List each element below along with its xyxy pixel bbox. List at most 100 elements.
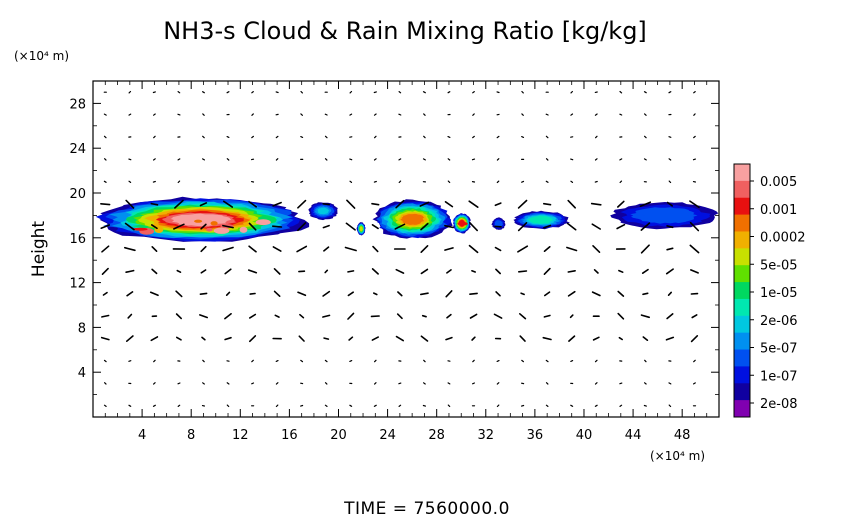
wind-vector: [619, 113, 623, 116]
wind-vector: [126, 291, 134, 297]
wind-vector: [640, 244, 650, 254]
colorbar-swatch: [734, 298, 750, 317]
wind-vector: [445, 290, 453, 298]
wind-vector: [592, 245, 601, 253]
wind-vector: [248, 269, 258, 274]
x-tick-label: 12: [232, 428, 249, 443]
colorbar-swatch: [734, 282, 750, 300]
wind-vector: [496, 180, 500, 184]
wind-vector: [149, 291, 159, 297]
wind-vector: [323, 246, 330, 252]
wind-vector: [567, 199, 577, 209]
colorbar-swatch: [734, 197, 750, 215]
wind-vector: [176, 336, 182, 341]
wind-vector: [395, 199, 405, 209]
wind-vector: [371, 268, 379, 275]
wind-vector: [543, 267, 551, 276]
wind-vector: [349, 90, 353, 94]
wind-vector: [202, 158, 205, 161]
wind-vector: [643, 404, 647, 407]
wind-vector: [619, 404, 623, 407]
x-tick-label: 20: [330, 428, 347, 443]
x-tick-label: 24: [379, 428, 396, 443]
wind-vector: [520, 292, 525, 296]
wind-vector: [692, 382, 696, 385]
wind-vector: [126, 335, 134, 343]
wind-vector: [568, 335, 576, 342]
wind-vector: [127, 313, 133, 319]
colorbar-swatch: [734, 349, 750, 367]
wind-vector: [521, 180, 525, 183]
wind-vector: [521, 359, 525, 363]
wind-vector: [347, 291, 355, 297]
wind-vector: [300, 404, 304, 407]
wind-vector: [124, 246, 136, 252]
wind-vector: [398, 404, 402, 407]
wind-vector: [101, 314, 110, 318]
wind-vector: [567, 290, 576, 297]
wind-vector: [519, 335, 526, 342]
wind-vector: [693, 359, 696, 363]
wind-vector: [666, 225, 674, 229]
colorbar-label: 0.005: [760, 175, 797, 190]
wind-vector: [668, 180, 672, 184]
wind-vector: [394, 223, 406, 230]
wind-vector: [444, 201, 454, 208]
wind-vector: [496, 135, 500, 139]
colorbar-swatch: [734, 315, 750, 334]
wind-vector: [591, 291, 601, 297]
x-tick-label: 4: [138, 428, 146, 443]
wind-vector: [640, 314, 651, 319]
wind-vector: [222, 200, 234, 208]
wind-vector: [175, 290, 183, 298]
wind-vector: [643, 113, 647, 116]
wind-vector: [594, 382, 598, 385]
wind-vector: [666, 201, 674, 207]
wind-vector: [517, 222, 528, 232]
wind-vector: [273, 290, 281, 298]
wind-vector: [689, 200, 700, 209]
wind-vector: [692, 158, 697, 161]
wind-vector: [690, 334, 699, 343]
wind-vector: [322, 290, 331, 297]
wind-vector: [420, 335, 429, 342]
wind-vector: [689, 221, 700, 232]
wind-vector: [222, 224, 234, 229]
wind-vector: [271, 225, 283, 228]
wind-vector: [275, 158, 279, 161]
colorbar-swatch: [734, 383, 750, 401]
wind-vector: [222, 246, 234, 252]
wind-vector: [642, 336, 649, 342]
wind-vector: [251, 135, 254, 139]
time-label: TIME = 7560000.0: [343, 499, 510, 519]
wind-vector: [517, 270, 528, 273]
wind-vector: [101, 245, 110, 253]
wind-vector: [521, 90, 524, 94]
wind-vector: [371, 202, 380, 206]
wind-vector: [496, 158, 500, 161]
wind-vector: [248, 200, 258, 208]
wind-vector: [297, 222, 307, 232]
wind-vector: [693, 113, 696, 116]
wind-vector: [300, 359, 304, 363]
wind-vector: [371, 336, 380, 341]
wind-vector: [422, 404, 426, 407]
cloud-contour: [495, 221, 502, 227]
wind-vector: [619, 90, 623, 94]
wind-vector: [689, 244, 700, 254]
x-tick-label: 16: [281, 428, 298, 443]
wind-vector: [349, 360, 353, 362]
wind-vector: [372, 292, 378, 296]
x-tick-label: 48: [674, 428, 691, 443]
wind-vector: [373, 91, 377, 94]
wind-vector: [272, 246, 282, 252]
wind-vector: [395, 335, 405, 342]
cloud-field: [95, 196, 719, 242]
wind-vector: [300, 136, 304, 138]
wind-vector: [472, 359, 475, 363]
wind-vector: [566, 246, 578, 252]
wind-vector: [152, 91, 156, 94]
wind-vector: [128, 90, 132, 94]
wind-vector: [176, 269, 182, 274]
wind-vector: [593, 268, 599, 274]
